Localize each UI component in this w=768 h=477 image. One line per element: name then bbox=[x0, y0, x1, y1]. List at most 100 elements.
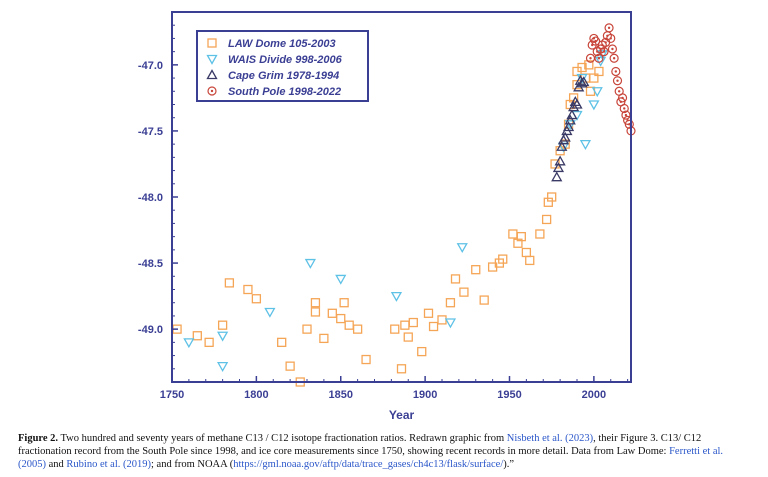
scatter-chart: 1750 1800 1850 1900 1950 2000 -47.0 -47.5 -48.0 -… bbox=[138, 11, 636, 422]
data-point bbox=[456, 243, 468, 254]
data-point bbox=[607, 44, 618, 54]
data-point bbox=[562, 121, 575, 132]
x-tick-label: 1950 bbox=[497, 389, 521, 401]
data-point bbox=[541, 214, 552, 225]
data-point bbox=[611, 66, 621, 77]
x-tick-label: 1750 bbox=[160, 389, 184, 401]
legend-marker bbox=[207, 86, 217, 96]
caption-text-2: , their Figure 3. C13/ C12 fractionation… bbox=[18, 433, 702, 457]
data-point bbox=[595, 56, 607, 67]
x-tick-label: 2000 bbox=[582, 389, 606, 401]
legend-label: South Pole 1998-2022 bbox=[228, 86, 341, 98]
data-point bbox=[183, 338, 195, 349]
data-point bbox=[361, 354, 371, 365]
data-point bbox=[459, 287, 469, 297]
series-2 bbox=[551, 74, 590, 182]
caption-link-ferretti[interactable]: Ferretti et al. (2005) bbox=[18, 446, 724, 470]
data-point bbox=[217, 361, 229, 372]
x-tick-label: 1800 bbox=[244, 389, 268, 401]
caption-link-rubino[interactable]: Rubino et al. (2019) bbox=[66, 459, 151, 470]
data-point bbox=[251, 294, 262, 304]
data-point bbox=[310, 307, 321, 317]
data-point bbox=[445, 298, 456, 308]
data-point bbox=[624, 119, 634, 129]
y-tick-label: -48.0 bbox=[138, 192, 163, 204]
data-point bbox=[525, 255, 535, 266]
legend-label: Cape Grim 1978-1994 bbox=[228, 70, 339, 82]
data-point bbox=[551, 171, 563, 182]
data-point bbox=[521, 247, 532, 258]
data-point bbox=[571, 98, 583, 109]
y-tick-label: -47.0 bbox=[138, 60, 163, 72]
data-point bbox=[192, 331, 202, 341]
data-point bbox=[390, 291, 403, 302]
y-tick-label: -48.5 bbox=[138, 258, 163, 270]
data-point bbox=[621, 110, 631, 120]
data-point bbox=[578, 76, 590, 87]
data-point bbox=[590, 36, 601, 46]
y-tick-label: -47.5 bbox=[138, 126, 163, 138]
legend-label: WAIS Divide 998-2006 bbox=[228, 54, 343, 66]
legend: LAW Dome 105-2003 WAIS Divide 998-2006 Cap… bbox=[196, 30, 369, 102]
data-point bbox=[568, 101, 580, 112]
data-point bbox=[224, 278, 235, 288]
data-point bbox=[403, 332, 413, 342]
data-point bbox=[619, 103, 629, 114]
data-point bbox=[417, 346, 427, 357]
data-point bbox=[516, 231, 526, 242]
data-point bbox=[336, 313, 346, 324]
data-point bbox=[566, 109, 578, 120]
data-point bbox=[335, 274, 347, 285]
data-point bbox=[423, 308, 434, 318]
data-point bbox=[584, 60, 594, 70]
data-point bbox=[535, 229, 545, 239]
caption-text-5: ).” bbox=[503, 459, 515, 470]
legend-label: LAW Dome 105-2003 bbox=[228, 38, 336, 50]
data-point bbox=[556, 140, 568, 151]
x-tick-label: 1900 bbox=[413, 389, 437, 401]
data-point bbox=[217, 331, 229, 342]
legend-marker bbox=[206, 54, 218, 65]
axes: 1750 1800 1850 1900 1950 2000 -47.0 -47.5 -48.0 -… bbox=[138, 24, 629, 401]
data-point bbox=[508, 229, 518, 239]
data-point bbox=[243, 284, 253, 295]
data-point bbox=[450, 274, 461, 284]
data-point bbox=[277, 337, 287, 348]
caption-link-nisbeth[interactable]: Nisbeth et al. (2023) bbox=[506, 433, 594, 444]
data-point bbox=[552, 162, 565, 173]
data-point bbox=[390, 324, 400, 334]
data-point bbox=[612, 76, 623, 86]
data-point bbox=[606, 33, 616, 44]
series-0 bbox=[172, 60, 604, 387]
data-point bbox=[588, 100, 600, 111]
data-point bbox=[437, 315, 447, 325]
legend-marker bbox=[206, 69, 218, 80]
data-point bbox=[594, 66, 604, 77]
legend-marker bbox=[207, 38, 217, 48]
y-tick-label: -49.0 bbox=[138, 324, 163, 336]
data-point bbox=[547, 192, 557, 202]
data-point bbox=[327, 308, 337, 318]
data-point bbox=[591, 87, 603, 98]
caption-figure-label: Figure 2. bbox=[18, 433, 59, 444]
data-point bbox=[479, 295, 489, 305]
data-point bbox=[285, 361, 295, 371]
caption-text-4: ; and from NOAA ( bbox=[151, 459, 234, 470]
data-point bbox=[594, 53, 604, 63]
data-point bbox=[339, 298, 349, 308]
data-point bbox=[310, 298, 321, 308]
data-point bbox=[304, 258, 316, 269]
data-point bbox=[217, 320, 228, 330]
figure-caption: Figure 2. Two hundred and seventy years … bbox=[18, 432, 753, 471]
data-point bbox=[576, 77, 588, 88]
data-point bbox=[408, 317, 418, 328]
data-point bbox=[599, 47, 609, 57]
data-point bbox=[609, 53, 619, 63]
legend-box bbox=[196, 30, 369, 102]
data-point bbox=[564, 120, 576, 131]
data-point bbox=[559, 131, 571, 142]
data-point bbox=[564, 114, 576, 125]
caption-text-3: and bbox=[46, 459, 67, 470]
caption-link-noaa[interactable]: https://gml.noaa.gov/aftp/data/trace_gas… bbox=[233, 459, 504, 470]
data-point bbox=[204, 337, 214, 348]
